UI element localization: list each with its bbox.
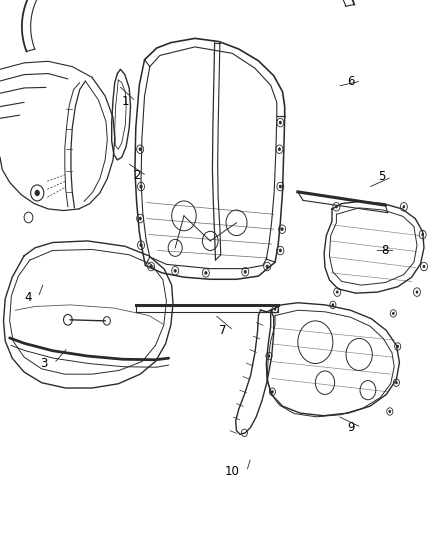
Circle shape [35, 190, 40, 196]
Circle shape [336, 290, 339, 294]
Circle shape [274, 308, 276, 311]
Circle shape [416, 290, 418, 294]
Text: 5: 5 [378, 171, 385, 183]
Circle shape [281, 228, 283, 231]
Circle shape [150, 265, 152, 268]
Circle shape [205, 271, 207, 274]
Circle shape [140, 244, 142, 247]
Text: 9: 9 [347, 421, 355, 434]
Circle shape [279, 249, 282, 252]
Text: 10: 10 [225, 465, 240, 478]
Circle shape [140, 185, 142, 188]
Circle shape [403, 205, 405, 208]
Circle shape [271, 390, 274, 393]
Circle shape [139, 217, 141, 220]
Circle shape [174, 269, 177, 272]
Text: 4: 4 [24, 291, 32, 304]
Circle shape [279, 185, 282, 188]
Circle shape [395, 381, 398, 384]
Circle shape [423, 265, 425, 268]
Circle shape [139, 148, 141, 151]
Text: 6: 6 [347, 75, 355, 87]
Circle shape [392, 312, 395, 315]
Text: 7: 7 [219, 324, 227, 337]
Text: 2: 2 [133, 169, 140, 182]
Circle shape [279, 121, 282, 124]
Text: 8: 8 [381, 244, 389, 257]
Circle shape [335, 205, 338, 208]
Circle shape [266, 265, 268, 268]
Circle shape [332, 303, 334, 306]
Circle shape [421, 233, 424, 236]
Circle shape [278, 148, 281, 151]
Circle shape [389, 410, 391, 413]
Text: 3: 3 [40, 357, 47, 370]
Circle shape [268, 354, 270, 358]
Circle shape [396, 345, 399, 348]
Circle shape [244, 270, 247, 273]
Text: 1: 1 [122, 95, 129, 108]
